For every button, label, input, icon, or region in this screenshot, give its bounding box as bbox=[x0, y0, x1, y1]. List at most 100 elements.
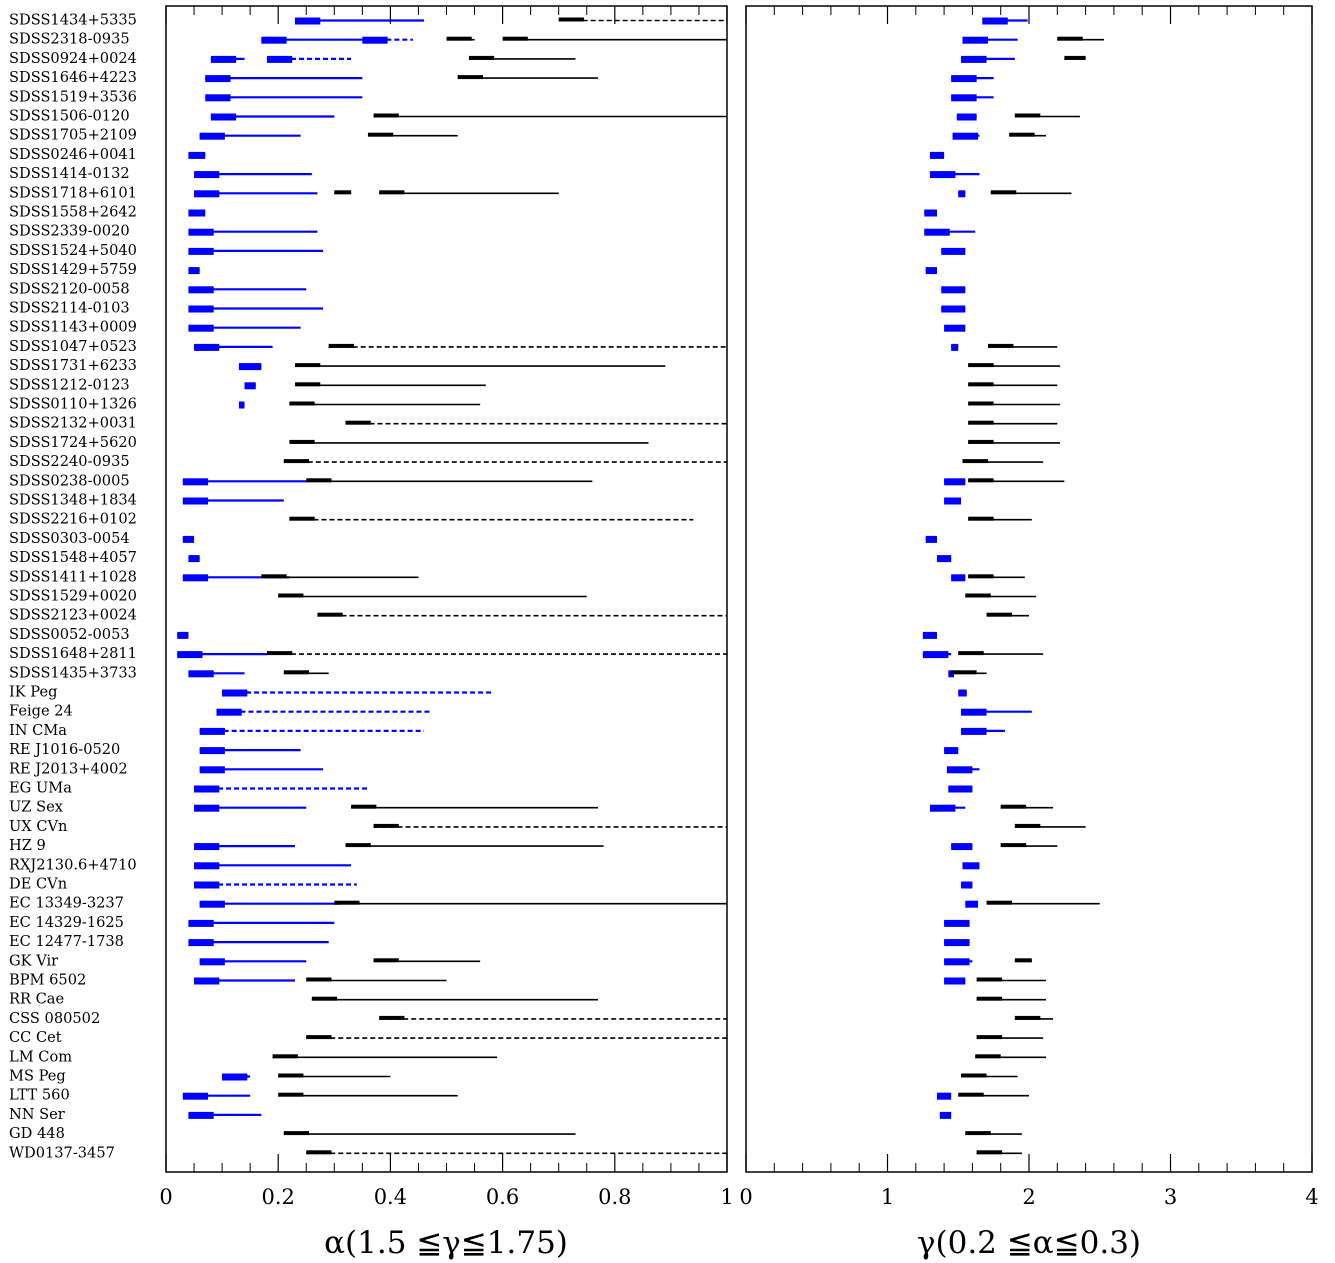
range-bar-core-blue bbox=[946, 766, 973, 774]
range-bar-core-black bbox=[1009, 132, 1035, 137]
range-bar-core-blue bbox=[205, 94, 231, 102]
object-name-label: GD 448 bbox=[9, 1125, 65, 1142]
range-bar-core-black bbox=[968, 382, 994, 387]
right-panel-gamma: 0 1 2 3 4 γ(0.2 ≦α≦0.3) bbox=[739, 5, 1319, 1261]
range-bar-core-blue bbox=[925, 535, 938, 543]
object-name-label: SDSS1429+5759 bbox=[9, 261, 137, 278]
right-panel-marks bbox=[922, 17, 1104, 1155]
range-bar-core-blue bbox=[362, 36, 388, 44]
range-bar-core-black bbox=[502, 36, 528, 41]
range-bar-core-blue bbox=[238, 401, 245, 409]
range-bar-core-blue bbox=[194, 785, 220, 793]
range-bar-core-blue bbox=[188, 151, 206, 159]
range-bar-core-black bbox=[987, 343, 1014, 348]
object-name-label: SDSS2120-0058 bbox=[9, 280, 130, 297]
x-tick-label: 0.8 bbox=[598, 1185, 631, 1209]
object-name-label: SDSS1724+5620 bbox=[9, 434, 137, 451]
range-bar-core-blue bbox=[922, 631, 938, 639]
range-bar-core-blue bbox=[188, 939, 214, 947]
range-bar-core-black bbox=[272, 1054, 298, 1059]
range-bar-core-black bbox=[1000, 804, 1027, 809]
range-bar-core-black bbox=[951, 670, 977, 675]
range-bar-core-black bbox=[283, 1131, 310, 1136]
object-name-label: RE J2013+4002 bbox=[9, 760, 128, 777]
range-bar-core-black bbox=[1064, 55, 1086, 60]
left-plot-frame bbox=[165, 5, 728, 1173]
object-name-label: SDSS2114-0103 bbox=[9, 300, 130, 317]
range-bar-core-black bbox=[345, 420, 371, 425]
range-bar-core-black bbox=[958, 1092, 984, 1097]
range-bar-core-blue bbox=[951, 75, 977, 83]
range-bar-core-blue bbox=[944, 919, 970, 927]
object-name-label: IK Peg bbox=[9, 684, 57, 701]
range-bar-core-blue bbox=[182, 535, 195, 543]
range-bar-core-blue bbox=[199, 766, 225, 774]
range-bar-core-blue bbox=[188, 286, 214, 294]
object-name-label: SDSS1558+2642 bbox=[9, 204, 137, 221]
x-tick-label: 0.6 bbox=[486, 1185, 519, 1209]
range-bar-core-black bbox=[965, 1131, 991, 1136]
object-name-label: UX CVn bbox=[9, 818, 67, 835]
range-bar-core-black bbox=[373, 113, 399, 118]
range-bar-core-black bbox=[968, 363, 994, 368]
object-name-label: SDSS2132+0031 bbox=[9, 415, 137, 432]
object-name-label: LM Com bbox=[9, 1048, 72, 1065]
range-bar-core-blue bbox=[922, 651, 949, 659]
left-panel-alpha: SDSS1434+5335 SDSS2318-0935 SDSS0924+0024 S… bbox=[9, 5, 734, 1261]
range-bar-core-black bbox=[986, 900, 1013, 905]
object-name-label: SDSS0052-0053 bbox=[9, 626, 130, 643]
right-x-axis: 0 1 2 3 4 bbox=[739, 6, 1319, 1209]
range-bar-core-blue bbox=[944, 324, 966, 332]
x-tick-label: 0.4 bbox=[374, 1185, 407, 1209]
range-bar-core-black bbox=[976, 1150, 1003, 1155]
right-plot-frame bbox=[745, 5, 1313, 1173]
object-name-list: SDSS1434+5335 SDSS2318-0935 SDSS0924+0024 S… bbox=[9, 12, 137, 1162]
object-name-label: SDSS0110+1326 bbox=[9, 396, 137, 413]
object-name-label: DE CVn bbox=[9, 876, 67, 893]
range-bar-core-blue bbox=[188, 1111, 214, 1119]
range-bar-core-blue bbox=[199, 747, 225, 755]
range-bar-core-blue bbox=[182, 497, 209, 505]
range-bar-core-blue bbox=[222, 1073, 248, 1081]
range-bar-core-black bbox=[373, 958, 399, 963]
object-name-label: EC 14329-1625 bbox=[9, 914, 124, 931]
range-bar-core-blue bbox=[948, 670, 955, 678]
range-bar-core-blue bbox=[199, 958, 225, 966]
range-bar-core-black bbox=[379, 1015, 405, 1020]
object-name-label: SDSS2318-0935 bbox=[9, 31, 130, 48]
range-bar-core-blue bbox=[238, 363, 262, 371]
object-name-label: SDSS1529+0020 bbox=[9, 588, 137, 605]
range-bar-core-blue bbox=[961, 708, 987, 716]
range-bar-core-blue bbox=[266, 55, 293, 63]
range-bar-core-blue bbox=[188, 209, 206, 217]
range-bar-core-blue bbox=[194, 862, 220, 870]
range-bar-core-blue bbox=[188, 324, 214, 332]
object-name-label: RE J1016-0520 bbox=[9, 741, 120, 758]
range-bar-core-black bbox=[345, 843, 371, 848]
range-bar-core-blue bbox=[205, 75, 231, 83]
range-bar-core-black bbox=[446, 36, 472, 41]
range-bar-core-blue bbox=[952, 132, 979, 140]
object-name-label: SDSS1434+5335 bbox=[9, 12, 137, 29]
object-name-label: NN Ser bbox=[9, 1106, 65, 1123]
range-bar-core-black bbox=[958, 651, 984, 656]
range-bar-core-blue bbox=[944, 977, 966, 985]
object-name-label: CSS 080502 bbox=[9, 1010, 100, 1027]
range-bar-core-blue bbox=[194, 343, 220, 351]
range-bar-core-black bbox=[968, 574, 994, 579]
range-bar-core-blue bbox=[951, 343, 959, 351]
range-bar-core-black bbox=[306, 1150, 332, 1155]
range-bar-core-black bbox=[278, 593, 304, 598]
range-bar-core-blue bbox=[210, 55, 237, 63]
object-name-label: GK Vir bbox=[9, 952, 58, 969]
range-bar-core-black bbox=[976, 996, 1003, 1001]
range-bar-core-black bbox=[278, 1092, 304, 1097]
range-bar-core-blue bbox=[188, 670, 214, 678]
range-bar-core-blue bbox=[199, 132, 225, 140]
right-x-axis-label: γ(0.2 ≦α≦0.3) bbox=[917, 1225, 1141, 1261]
range-bar-core-blue bbox=[941, 247, 966, 255]
range-bar-core-blue bbox=[941, 286, 966, 294]
range-bar-core-blue bbox=[958, 190, 966, 198]
range-bar-core-blue bbox=[261, 36, 287, 44]
